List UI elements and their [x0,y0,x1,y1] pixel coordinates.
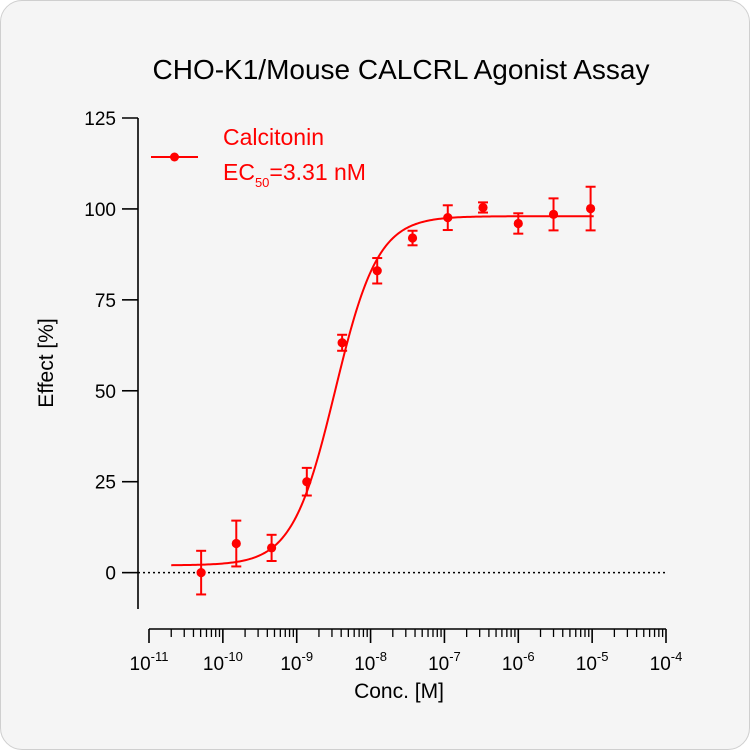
data-point [372,266,382,276]
x-tick-base: 10 [428,654,449,675]
y-tick-label: 50 [95,382,116,403]
data-point [478,202,488,213]
data-point [407,233,418,243]
legend-ec50-subscript: 50 [255,175,269,190]
data-point [266,543,277,553]
data-layer [171,185,596,596]
data-point [548,209,559,219]
legend: Calcitonin EC50=3.31 nM [151,124,366,190]
x-tick-label: 10-4 [650,649,683,675]
x-axis-label: Conc. [M] [354,680,444,703]
x-tick-base: 10 [576,654,597,675]
y-tick-label: 100 [84,200,116,221]
chart-title: CHO-K1/Mouse CALCRL Agonist Assay [153,54,650,85]
x-tick-label: 10-7 [428,649,461,675]
x-tick-label: 10-10 [203,649,243,675]
x-tick-base: 10 [502,654,523,675]
x-tick-base: 10 [130,654,151,675]
x-tick-exponent: -5 [597,649,609,664]
y-axis-label: Effect [%] [35,318,58,408]
data-point [513,218,523,229]
x-tick-label: 10-6 [502,649,535,675]
data-point [337,338,347,348]
x-tick-base: 10 [650,654,671,675]
x-tick-label: 10-5 [576,649,609,675]
x-tick-label: 10-8 [354,649,387,675]
y-tick-label: 75 [95,291,116,312]
x-tick-base: 10 [203,654,224,675]
x-tick-exponent: -6 [523,649,535,664]
legend-series-name: Calcitonin [223,124,324,150]
data-point [302,477,312,487]
legend-ec50-label: EC [223,159,255,185]
x-tick-base: 10 [280,654,301,675]
x-tick-exponent: -9 [302,649,314,664]
data-point [196,568,206,578]
legend-marker [170,152,179,162]
x-tick-exponent: -4 [671,649,683,664]
y-tick-label: 125 [84,109,116,130]
fit-curve [171,215,594,567]
data-point [231,538,241,549]
legend-ec50-value: =3.31 nM [269,159,366,185]
legend-ec50: EC50=3.31 nM [223,159,366,190]
x-tick-exponent: -11 [151,649,169,664]
data-point [585,203,596,214]
y-tick-label: 25 [95,473,116,494]
x-tick-label: 10-11 [130,649,169,675]
x-tick-exponent: -8 [375,649,387,664]
x-tick-label: 10-9 [280,649,313,675]
x-tick-base: 10 [354,654,375,675]
x-tick-exponent: -10 [224,649,243,664]
y-tick-label: 0 [105,564,116,585]
x-tick-exponent: -7 [449,649,461,664]
data-point [443,213,453,223]
